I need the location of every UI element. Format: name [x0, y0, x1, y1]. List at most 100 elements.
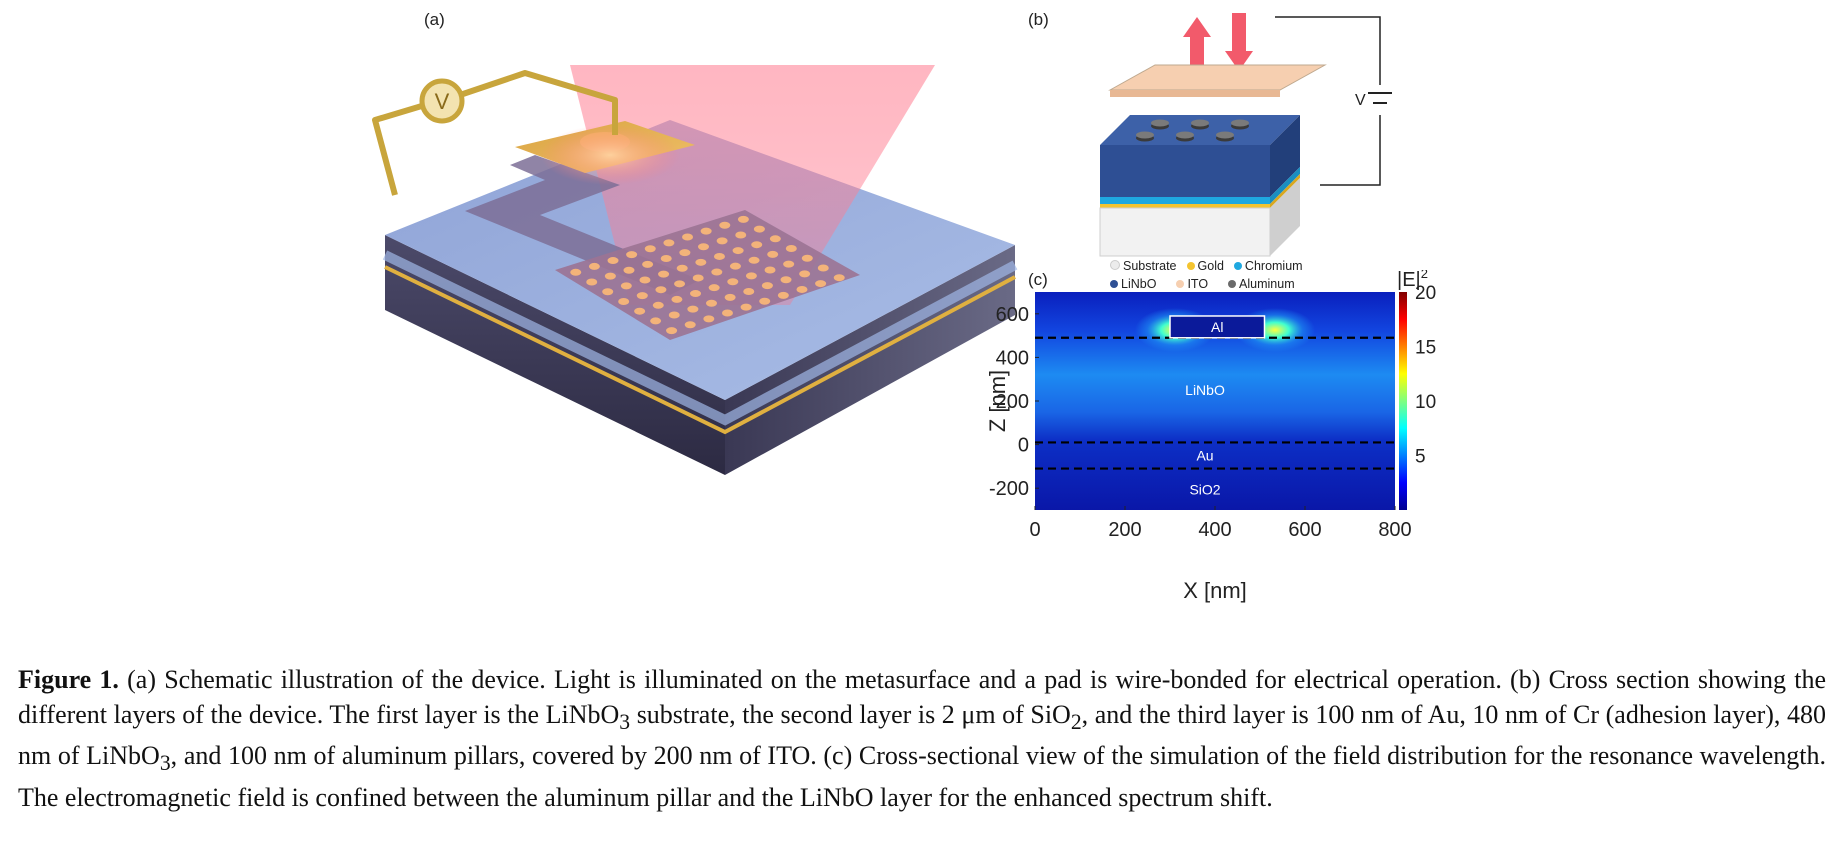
metasurface-pillar [703, 315, 715, 323]
colorbar-tick-label: 5 [1415, 447, 1426, 468]
circuit-wire-bottom [1320, 115, 1381, 186]
metasurface-pillar [588, 262, 600, 270]
metasurface-pillar [735, 231, 747, 239]
metasurface-pillar [607, 257, 619, 265]
metasurface-pillar [737, 215, 749, 223]
aluminum-pillar-region [1169, 315, 1266, 339]
metasurface-pillar [639, 276, 651, 284]
x-tick-label: 600 [1288, 519, 1321, 541]
metasurface-pillar [679, 249, 691, 257]
metasurface-pillar [767, 250, 779, 258]
y-tick-label: 400 [996, 347, 1029, 369]
metasurface-pillar [801, 254, 813, 262]
metasurface-pillar [663, 239, 675, 247]
sio2-layer-stripe [382, 250, 1018, 426]
metasurface-pillar [623, 266, 635, 274]
metasurface-pillar [799, 270, 811, 278]
aluminum-pillar-top [1216, 131, 1234, 139]
voltmeter-icon: V [419, 78, 465, 124]
ito-plate-edge [1110, 90, 1280, 97]
metasurface-pillar [817, 264, 829, 272]
substrate-side [1270, 178, 1300, 256]
panel-label-b: (b) [1028, 10, 1049, 29]
legend-item-chromium: Chromium [1233, 259, 1303, 273]
x-axis-label: X [nm] [1183, 578, 1247, 603]
region-labels: Al LiNbO Au SiO2 [1169, 315, 1266, 497]
y-tick-label: 0 [1018, 435, 1029, 457]
metasurface-pillar [586, 278, 598, 286]
region-label: Au [1196, 448, 1213, 464]
metasurface-pillar [634, 307, 646, 315]
metasurface-pillar [676, 264, 688, 272]
y-axis-label: Z [nm] [985, 370, 1010, 432]
linbo-front-face [1100, 145, 1270, 197]
metasurface-pillar [671, 295, 683, 303]
caption-lead: Figure 1. [18, 665, 119, 694]
metasurface-pillar [644, 245, 656, 253]
metasurface-pillar [642, 260, 654, 268]
metasurface-pillar [660, 254, 672, 262]
colorbar-ticks: 5 10 15 20 [1415, 283, 1436, 468]
metasurface-pillar [697, 243, 709, 251]
metasurface-pillar [743, 288, 755, 296]
metasurface-pillar [620, 282, 632, 290]
device-schematic: V [372, 65, 1018, 475]
interface-lines [1035, 336, 1395, 470]
y-axis-ticks: -200 0 200 400 600 [989, 304, 1039, 500]
metasurface-pillar [674, 280, 686, 288]
metasurface-pillar [687, 305, 699, 313]
gold-layer-stripe [384, 265, 1016, 435]
metasurface-pillar [626, 251, 638, 259]
linbo-side-face [1270, 115, 1300, 197]
metasurface-pillar [780, 276, 792, 284]
wire-right [459, 70, 618, 135]
metasurface-pillar [769, 235, 781, 243]
region-label: Al [1211, 319, 1223, 335]
light-down-arrow-icon [1225, 13, 1253, 71]
legend-item-gold: Gold [1186, 259, 1224, 273]
chromium-layer [1100, 197, 1270, 204]
x-axis-ticks: 0 200 400 600 800 [1029, 506, 1412, 541]
colorbar-title: |E|2 [1397, 270, 1428, 291]
metasurface-pillar [777, 291, 789, 299]
aluminum-pillar-top [1136, 131, 1154, 139]
metasurface-pillar [721, 309, 733, 317]
metasurface-pillar [692, 274, 704, 282]
region-label: SiO2 [1189, 481, 1220, 497]
colorbar [1399, 292, 1407, 510]
metasurface-pillar [745, 272, 757, 280]
layer-legend: Substrate Gold Chromium LiNbO ITO Alumin… [1110, 259, 1340, 291]
metasurface-pillar [604, 272, 616, 280]
aluminum-pillar-top [1191, 119, 1209, 127]
metasurface-pillar [700, 227, 712, 235]
x-tick-label: 200 [1108, 519, 1141, 541]
metasurface-pillar [708, 284, 720, 292]
metasurface-pillar [668, 311, 680, 319]
aluminum-pillar-top [1151, 119, 1169, 127]
y-tick-label: -200 [989, 478, 1029, 500]
gold-layer [1100, 204, 1270, 208]
metasurface-pillar [682, 233, 694, 241]
aluminum-pillar-top [1176, 131, 1194, 139]
colorbar-tick-label: 20 [1415, 283, 1436, 304]
legend-item-linbo: LiNbO [1110, 277, 1156, 291]
metasurface-pillar [570, 268, 582, 276]
metasurface-pillar [753, 225, 765, 233]
metasurface-pillar [748, 256, 760, 264]
substrate-front [1099, 207, 1271, 257]
metasurface-pillar [761, 282, 773, 290]
metasurface-pillar [724, 293, 736, 301]
metasurface-pillar [636, 292, 648, 300]
x-tick-label: 400 [1198, 519, 1231, 541]
panel-label-c: (c) [1028, 270, 1048, 289]
x-tick-label: 800 [1378, 519, 1411, 541]
metasurface-pillar [719, 221, 731, 229]
metasurface [555, 210, 860, 340]
metasurface-pillar [618, 297, 630, 305]
region-label: LiNbO [1185, 382, 1225, 398]
metasurface-pillar [713, 252, 725, 260]
metasurface-pillar [783, 260, 795, 268]
wire-left [372, 102, 426, 196]
cross-section-diagram: V [1099, 13, 1392, 257]
metasurface-pillar [650, 317, 662, 325]
